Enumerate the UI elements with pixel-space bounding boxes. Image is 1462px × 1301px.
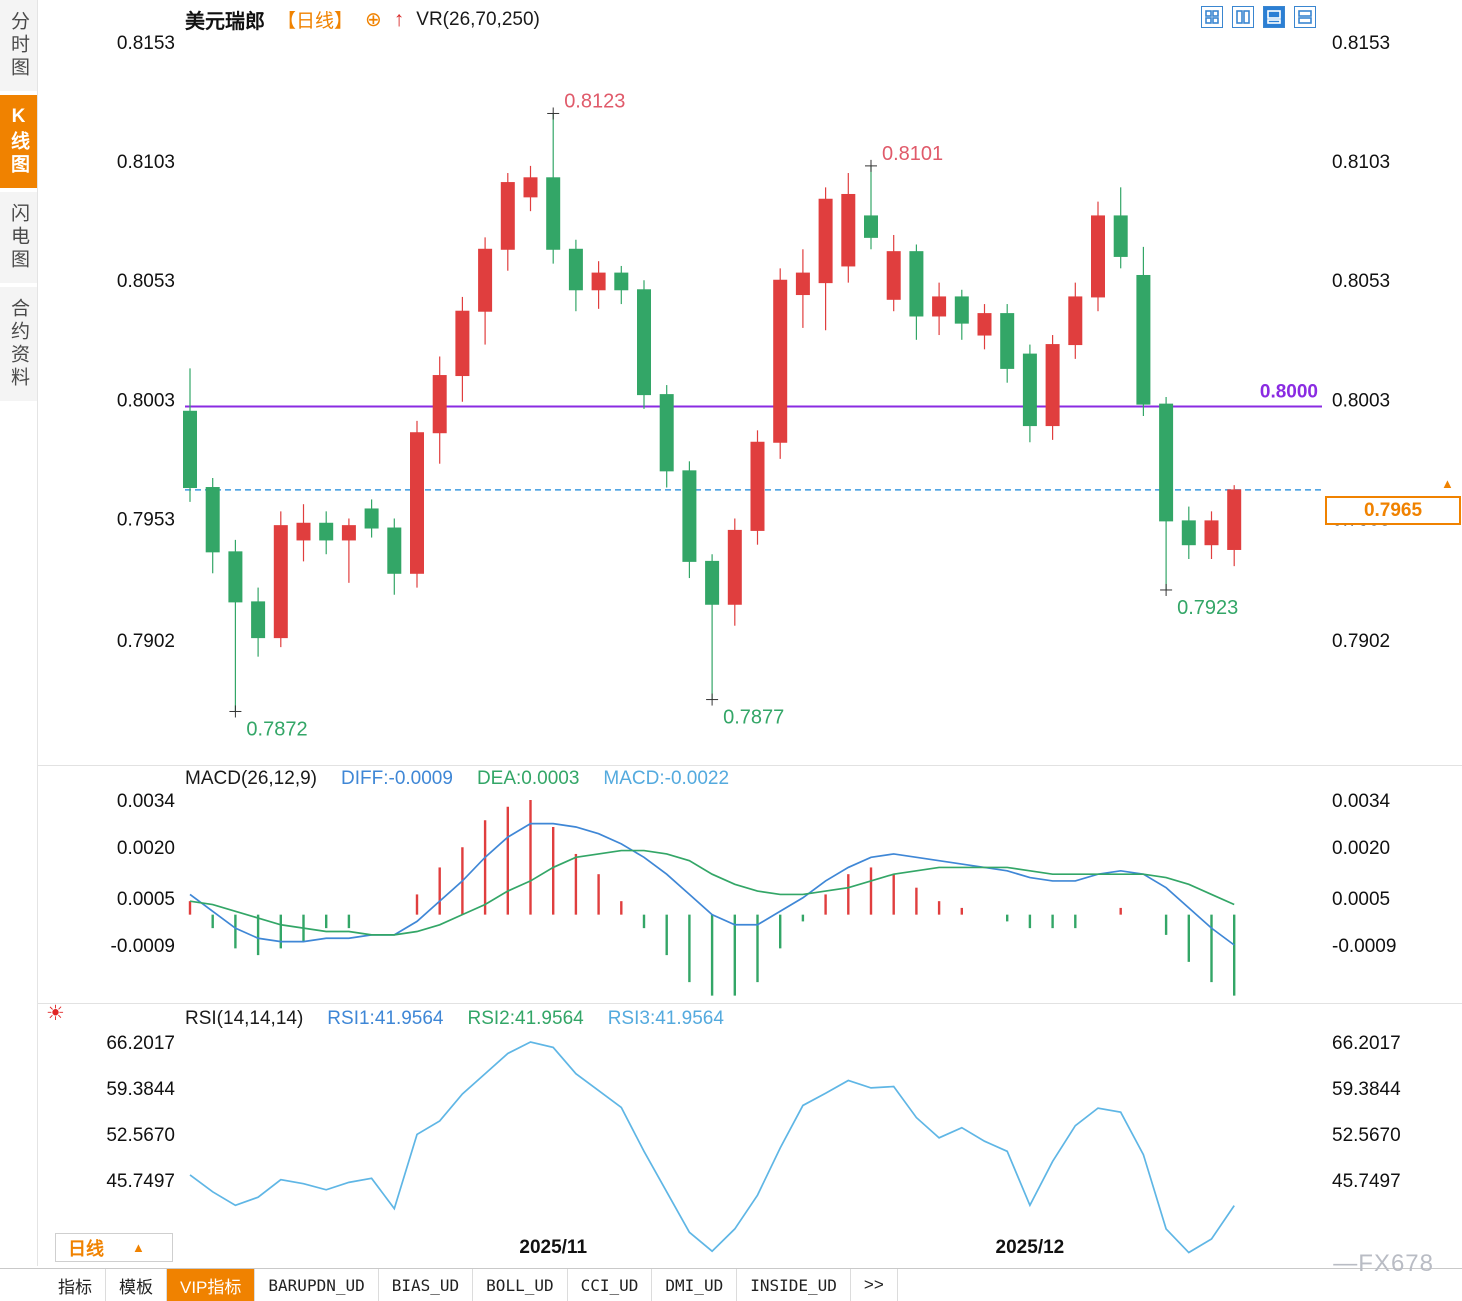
axis-labels: 0.8153 0.8153 0.8103 0.8103 0.8053 0.8053 0.80… (106, 33, 1401, 1192)
svg-text:2025/12: 2025/12 (996, 1237, 1065, 1258)
sidebar-item-kline-chart[interactable]: K线图 (0, 95, 37, 188)
reference-line: 0.8000 (185, 382, 1322, 408)
svg-text:0.0034: 0.0034 (1332, 791, 1391, 812)
svg-text:59.3844: 59.3844 (106, 1079, 175, 1100)
chart-header: 美元瑞郎 【日线】 ⊕ ↑ VR(26,70,250) (185, 5, 540, 34)
rsi3-value: RSI3:41.9564 (607, 1008, 724, 1029)
svg-text:45.7497: 45.7497 (106, 1171, 175, 1192)
panel-separator (37, 765, 1462, 766)
svg-text:0.8103: 0.8103 (1332, 152, 1390, 173)
svg-text:0.7923: 0.7923 (1177, 597, 1238, 619)
svg-text:0.0020: 0.0020 (117, 838, 175, 859)
rsi1-value: RSI1:41.9564 (327, 1008, 444, 1029)
macd-label-row: MACD(26,12,9) DIFF:-0.0009 DEA:0.0003 MA… (185, 768, 729, 790)
svg-text:0.8000: 0.8000 (1260, 382, 1318, 403)
layout-split-vertical-icon[interactable] (1232, 6, 1254, 28)
symbol-title: 美元瑞郎 (185, 11, 265, 33)
svg-text:0.8003: 0.8003 (117, 390, 175, 411)
svg-text:52.5670: 52.5670 (1332, 1125, 1401, 1146)
svg-text:0.0034: 0.0034 (117, 791, 176, 812)
svg-text:0.8153: 0.8153 (1332, 33, 1390, 54)
svg-text:0.8153: 0.8153 (117, 33, 175, 54)
macd-params-label: MACD(26,12,9) (185, 768, 317, 789)
sidebar-item-contract-info[interactable]: 合约资料 (0, 287, 37, 401)
svg-text:0.8103: 0.8103 (117, 152, 175, 173)
svg-text:0.7902: 0.7902 (117, 631, 175, 652)
current-price-tag: 0.7965 (1325, 496, 1461, 525)
layout-single-active-icon[interactable] (1263, 6, 1285, 28)
rsi-label-row: RSI(14,14,14) RSI1:41.9564 RSI2:41.9564 … (185, 1008, 724, 1030)
overlay-indicator-label: VR(26,70,250) (416, 8, 540, 30)
rsi-panel (189, 1041, 1235, 1254)
candlestick-series (183, 113, 1242, 712)
tab-inside-ud[interactable]: INSIDE_UD (737, 1269, 851, 1301)
svg-text:-0.0009: -0.0009 (1332, 936, 1396, 957)
svg-text:0.8053: 0.8053 (1332, 271, 1390, 292)
svg-text:66.2017: 66.2017 (106, 1033, 175, 1054)
layout-split-horizontal-icon[interactable] (1294, 6, 1316, 28)
svg-text:0.7872: 0.7872 (246, 718, 307, 740)
layout-buttons (1201, 6, 1316, 28)
tab-more[interactable]: >> (851, 1269, 898, 1301)
price-marker-arrow-icon: ▲ (1441, 476, 1454, 491)
svg-text:-0.0009: -0.0009 (111, 936, 175, 957)
svg-text:2025/11: 2025/11 (519, 1237, 587, 1258)
period-tag[interactable]: 【日线】 (277, 11, 354, 32)
svg-text:59.3844: 59.3844 (1332, 1079, 1401, 1100)
svg-text:0.0005: 0.0005 (1332, 889, 1390, 910)
macd-macd-value: MACD:-0.0022 (603, 768, 730, 789)
svg-text:0.8101: 0.8101 (882, 143, 943, 165)
tab-dmi-ud[interactable]: DMI_UD (652, 1269, 738, 1301)
svg-text:0.7953: 0.7953 (117, 509, 175, 530)
add-overlay-icon[interactable]: ⊕ (365, 9, 382, 31)
macd-diff-value: DIFF:-0.0009 (341, 768, 453, 789)
sidebar-item-flash-chart[interactable]: 闪电图 (0, 192, 37, 283)
svg-text:0.8053: 0.8053 (117, 271, 175, 292)
tab-barupdn-ud[interactable]: BARUPDN_UD (255, 1269, 379, 1301)
svg-text:66.2017: 66.2017 (1332, 1033, 1401, 1054)
sidebar-item-time-chart[interactable]: 分时图 (0, 0, 37, 91)
layout-grid-icon[interactable] (1201, 6, 1223, 28)
watermark: —FX678 (1333, 1250, 1434, 1277)
tab-boll-ud[interactable]: BOLL_UD (473, 1269, 568, 1301)
svg-text:0.0020: 0.0020 (1332, 838, 1390, 859)
sidebar: 分时图 K线图闪电图合约资料 (0, 0, 38, 1266)
tab-vip-indicators[interactable]: VIP指标 (167, 1269, 256, 1301)
indicator-settings-icon[interactable]: ☀ (46, 1002, 65, 1025)
tab-indicators[interactable]: 指标 (45, 1269, 106, 1301)
svg-text:0.7902: 0.7902 (1332, 631, 1390, 652)
svg-text:0.8003: 0.8003 (1332, 390, 1390, 411)
tab-templates[interactable]: 模板 (106, 1269, 167, 1301)
chevron-up-icon: ▲ (132, 1240, 145, 1255)
panel-separator (37, 1003, 1462, 1004)
bottom-tab-bar: 指标 模板 VIP指标 BARUPDN_UD BIAS_UD BOLL_UD CCI_UD D… (0, 1268, 1462, 1301)
up-arrow-icon: ↑ (393, 7, 405, 31)
tab-cci-ud[interactable]: CCI_UD (568, 1269, 653, 1301)
rsi-params-label: RSI(14,14,14) (185, 1008, 304, 1029)
x-axis-labels: 2025/11 2025/12 (519, 1237, 1064, 1258)
macd-panel (188, 800, 1236, 996)
svg-text:52.5670: 52.5670 (106, 1125, 175, 1146)
svg-text:0.8123: 0.8123 (564, 90, 625, 112)
svg-text:0.0005: 0.0005 (117, 889, 175, 910)
svg-text:45.7497: 45.7497 (1332, 1171, 1401, 1192)
period-label: 日线 (68, 1238, 104, 1259)
svg-text:0.7877: 0.7877 (723, 707, 784, 729)
macd-dea-value: DEA:0.0003 (476, 768, 580, 789)
rsi2-value: RSI2:41.9564 (467, 1008, 584, 1029)
price-annotations: 0.8123 0.8101 0.7872 0.7877 0.7923 (229, 90, 1238, 740)
tab-bias-ud[interactable]: BIAS_UD (379, 1269, 474, 1301)
period-selector[interactable]: 日线 ▲ (55, 1233, 173, 1262)
